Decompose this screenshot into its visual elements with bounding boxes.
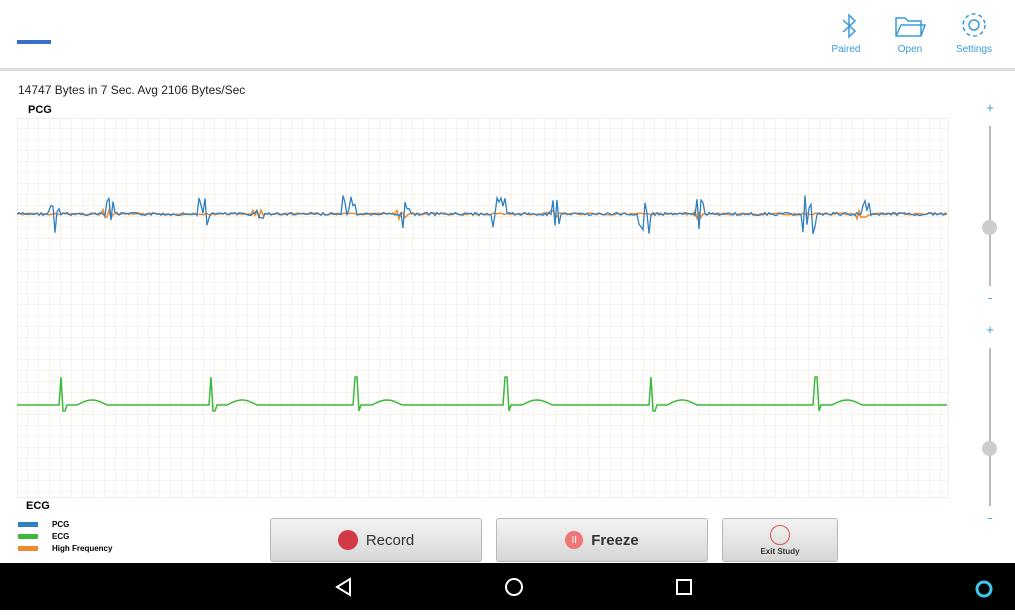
legend-item: PCG — [18, 518, 112, 530]
grid — [17, 118, 949, 498]
slider-plus[interactable]: + — [986, 322, 994, 337]
slider-track — [989, 126, 991, 286]
record-button[interactable]: Record — [270, 518, 482, 562]
ecg-wave — [17, 376, 947, 412]
top-bar: Paired Open Settings — [0, 0, 1015, 71]
exit-button[interactable]: Exit Study — [722, 518, 838, 562]
home-button[interactable] — [505, 578, 523, 596]
exit-label[interactable]: Exit Study — [760, 546, 800, 556]
legend-label: High Frequency — [52, 543, 113, 553]
legend-label: PCG — [52, 519, 70, 529]
legend-item: ECG — [18, 530, 112, 542]
logo — [17, 40, 51, 44]
legend-item: High Frequency — [18, 542, 112, 554]
slider-track — [989, 348, 991, 506]
nav-bar — [0, 563, 1015, 610]
legend-swatch — [18, 545, 38, 551]
record-label[interactable]: Record — [365, 531, 415, 549]
pcg-label: PCG — [28, 104, 52, 116]
slider-plus[interactable]: + — [986, 100, 994, 115]
open-label[interactable]: Open — [897, 44, 923, 55]
back-button[interactable] — [335, 577, 351, 597]
settings-label[interactable]: Settings — [955, 44, 993, 55]
bluetooth-icon[interactable] — [834, 12, 864, 40]
freeze-label[interactable]: Freeze — [591, 531, 639, 549]
slider-thumb[interactable] — [982, 220, 997, 235]
pcg-wave — [17, 195, 948, 234]
freeze-button[interactable]: II Freeze — [496, 518, 708, 562]
plot — [17, 118, 949, 498]
assistant-button[interactable] — [975, 580, 993, 598]
recent-button[interactable] — [676, 579, 692, 595]
status-text: 14747 Bytes in 7 Sec. Avg 2106 Bytes/Sec — [18, 83, 246, 97]
open-icon[interactable] — [893, 12, 927, 40]
legend: PCG ECG High Frequency — [18, 518, 112, 554]
legend-swatch — [18, 533, 38, 539]
slider-thumb[interactable] — [982, 441, 997, 456]
legend-label: ECG — [52, 531, 70, 541]
slider-minus[interactable]: - — [987, 290, 993, 305]
ecg-label: ECG — [26, 500, 50, 512]
paired-label[interactable]: Paired — [831, 44, 861, 55]
legend-swatch — [18, 521, 38, 527]
slider-minus[interactable]: - — [987, 510, 993, 525]
settings-icon[interactable] — [958, 9, 990, 41]
